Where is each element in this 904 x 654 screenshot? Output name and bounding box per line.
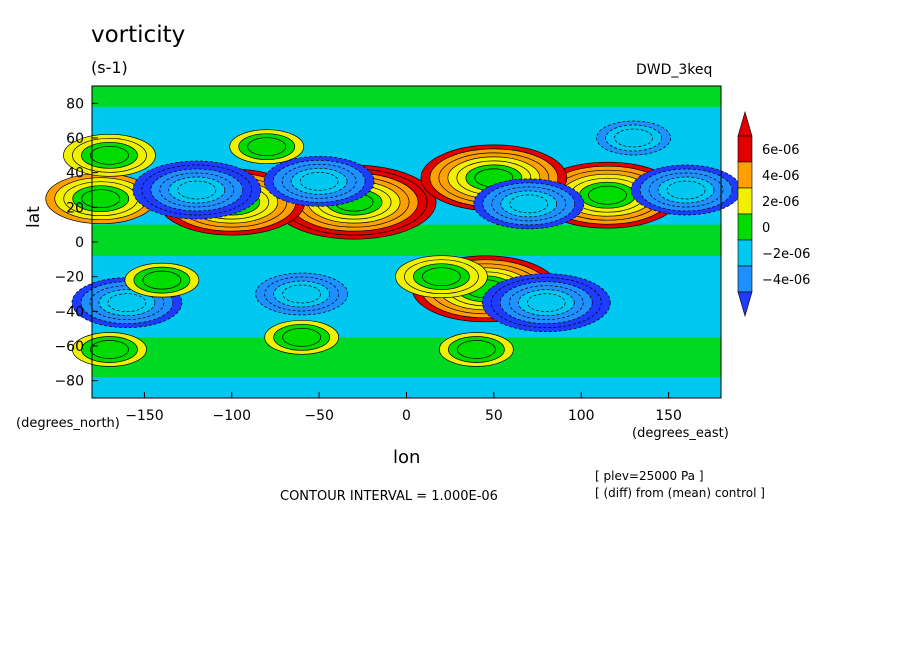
colorbar-label: −4e-06 xyxy=(762,273,810,288)
x-axis-ticks: −150 −100 −50 0 50 100 150 xyxy=(125,392,682,424)
y-axis-label: lat xyxy=(24,206,44,228)
contour-feature xyxy=(177,180,217,200)
colorbar-swatch xyxy=(737,213,753,241)
x-tick-label: 0 xyxy=(402,408,411,424)
contour-feature xyxy=(526,293,566,313)
contour-feature xyxy=(142,270,182,290)
field-band xyxy=(92,86,721,107)
x-tick-label: −100 xyxy=(213,408,251,424)
colorbar-label: 0 xyxy=(762,221,770,236)
contour-feature xyxy=(282,284,322,304)
contour-feature xyxy=(247,137,287,157)
x-tick-label: −50 xyxy=(304,408,334,424)
colorbar-swatch xyxy=(737,265,753,293)
colorbar-swatch xyxy=(737,161,753,189)
x-axis-units: (degrees_east) xyxy=(632,426,729,441)
field-band xyxy=(92,337,721,378)
colorbar-label: 4e-06 xyxy=(762,169,800,184)
y-tick-label: −80 xyxy=(54,374,84,390)
contour-feature xyxy=(90,340,129,359)
y-tick-label: 60 xyxy=(66,131,84,147)
contour-feature xyxy=(299,171,339,191)
colorbar-label: 6e-06 xyxy=(762,143,800,158)
contour-feature xyxy=(614,128,653,148)
colorbar-max-arrow xyxy=(737,110,753,137)
x-axis-label: lon xyxy=(393,447,421,468)
y-tick-label: 20 xyxy=(66,200,84,216)
x-tick-label: −150 xyxy=(125,408,163,424)
vorticity-field xyxy=(45,86,742,398)
contour-feature xyxy=(666,180,706,200)
contour-feature xyxy=(509,194,549,214)
dataset-label: DWD_3keq xyxy=(636,62,713,78)
colorbar-label: −2e-06 xyxy=(762,247,810,262)
contour-feature xyxy=(81,189,121,209)
pressure-level-note: [ plev=25000 Pa ] xyxy=(595,469,704,483)
y-axis-units: (degrees_north) xyxy=(16,416,120,431)
x-tick-label: 50 xyxy=(485,408,503,424)
colorbar: 6e-06 4e-06 2e-06 0 −2e-06 −4e-06 xyxy=(737,110,810,318)
y-tick-label: −20 xyxy=(54,270,84,286)
diff-note: [ (diff) from (mean) control ] xyxy=(595,486,765,500)
colorbar-swatch xyxy=(737,187,753,215)
x-tick-label: 100 xyxy=(568,408,595,424)
y-tick-label: 0 xyxy=(75,235,84,251)
y-tick-label: 80 xyxy=(66,96,84,112)
chart-title: vorticity xyxy=(91,22,186,48)
contour-feature xyxy=(422,267,461,287)
y-tick-label: −40 xyxy=(54,304,84,320)
colorbar-swatch xyxy=(737,239,753,267)
colorbar-swatch xyxy=(737,135,753,163)
contour-feature xyxy=(457,340,496,359)
colorbar-min-arrow xyxy=(737,291,753,318)
y-tick-label: 40 xyxy=(66,166,84,182)
colorbar-label: 2e-06 xyxy=(762,195,800,210)
y-axis-ticks: 80 60 40 20 0 −20 −40 −60 −80 xyxy=(54,96,98,390)
x-tick-label: 150 xyxy=(655,408,682,424)
contour-feature xyxy=(282,327,322,347)
y-tick-label: −60 xyxy=(54,339,84,355)
chart-units: (s-1) xyxy=(91,58,128,77)
contour-feature xyxy=(588,185,627,205)
contour-interval-label: CONTOUR INTERVAL = 1.000E-06 xyxy=(280,489,498,504)
contour-feature xyxy=(90,145,129,165)
contour-feature xyxy=(107,293,147,313)
